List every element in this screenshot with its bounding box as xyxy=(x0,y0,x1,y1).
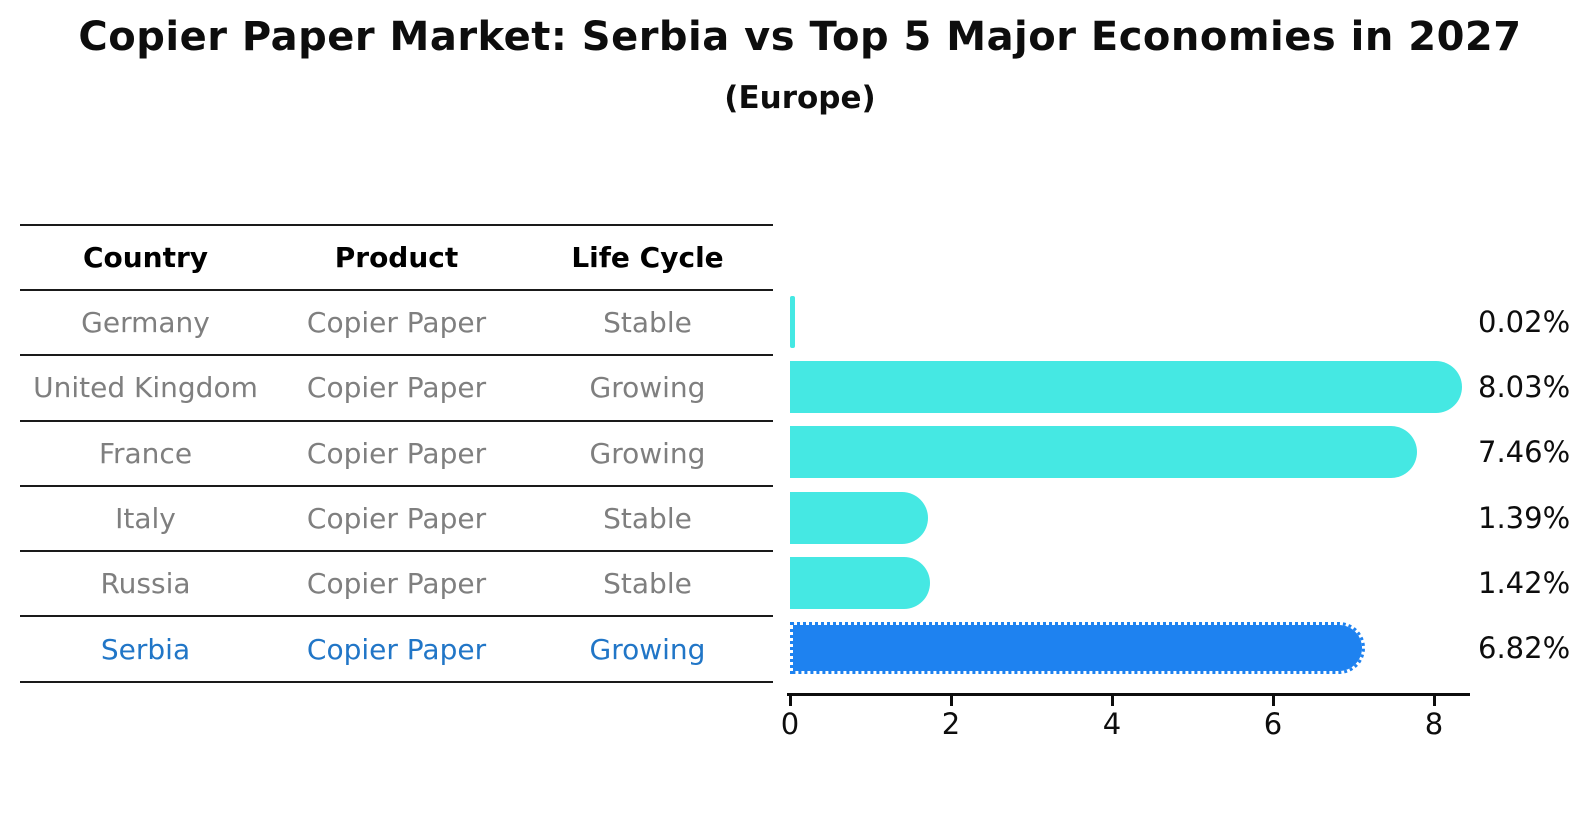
cell-country: France xyxy=(98,436,193,470)
cell-country: Serbia xyxy=(100,632,191,666)
cell-product: Copier Paper xyxy=(306,371,487,405)
bar-italy xyxy=(790,491,928,544)
cell-life-cycle: Stable xyxy=(603,567,692,601)
table-row-russia: Russia Copier Paper Stable xyxy=(20,552,773,618)
cell-country: Germany xyxy=(81,306,210,340)
bar-russia xyxy=(790,556,931,609)
col-header-life-cycle: Life Cycle xyxy=(571,241,724,274)
cell-product: Copier Paper xyxy=(306,436,487,470)
x-axis-tick-label-6: 6 xyxy=(1263,707,1283,741)
cell-life-cycle: Stable xyxy=(603,306,692,340)
x-axis-tick-0 xyxy=(789,696,792,706)
col-header-country: Country xyxy=(82,241,209,274)
cell-life-cycle: Growing xyxy=(589,371,706,405)
cell-country: United Kingdom xyxy=(33,371,258,405)
cell-life-cycle: Stable xyxy=(603,502,692,536)
cell-country: Russia xyxy=(100,567,191,601)
cell-life-cycle: Growing xyxy=(589,436,706,470)
cell-product: Copier Paper xyxy=(306,306,487,340)
chart-subtitle: (Europe) xyxy=(724,80,876,116)
bar-value-label-serbia: 6.82% xyxy=(1478,631,1571,666)
table-header-row: Country Product Life Cycle xyxy=(20,224,773,291)
table-row-france: France Copier Paper Growing xyxy=(20,422,773,487)
x-axis-tick-label-4: 4 xyxy=(1102,707,1122,741)
table-row-serbia: Serbia Copier Paper Growing xyxy=(20,617,773,683)
x-axis-tick-8 xyxy=(1433,696,1436,706)
x-axis-line xyxy=(787,693,1470,696)
bar-value-label-russia: 1.42% xyxy=(1478,565,1571,600)
x-axis-tick-4 xyxy=(1111,696,1114,706)
bar-value-label-france: 7.46% xyxy=(1478,435,1571,470)
chart-title: Copier Paper Market: Serbia vs Top 5 Maj… xyxy=(78,14,1522,60)
bar-value-label-germany: 0.02% xyxy=(1478,304,1571,339)
table-row-united-kingdom: United Kingdom Copier Paper Growing xyxy=(20,356,773,422)
cell-product: Copier Paper xyxy=(306,632,487,666)
cell-life-cycle: Growing xyxy=(589,632,706,666)
table-row-germany: Germany Copier Paper Stable xyxy=(20,291,773,357)
bar-france xyxy=(790,426,1417,479)
bar-united-kingdom xyxy=(790,360,1463,413)
cell-product: Copier Paper xyxy=(306,567,487,601)
cell-country: Italy xyxy=(115,502,176,536)
bar-germany xyxy=(790,295,795,348)
x-axis-tick-2 xyxy=(950,696,953,706)
bar-value-label-italy: 1.39% xyxy=(1478,500,1571,535)
col-header-product: Product xyxy=(334,241,459,274)
x-axis-tick-label-2: 2 xyxy=(941,707,961,741)
table-body: Germany Copier Paper Stable United Kingdom C… xyxy=(20,291,773,683)
country-table: Country Product Life Cycle Germany Copier… xyxy=(20,224,773,683)
cell-product: Copier Paper xyxy=(306,502,487,536)
x-axis-tick-label-0: 0 xyxy=(780,707,800,741)
x-axis-tick-6 xyxy=(1272,696,1275,706)
table-row-italy: Italy Copier Paper Stable xyxy=(20,487,773,553)
bar-serbia xyxy=(790,622,1365,675)
x-axis-tick-label-8: 8 xyxy=(1424,707,1444,741)
bar-value-label-united-kingdom: 8.03% xyxy=(1478,369,1571,404)
